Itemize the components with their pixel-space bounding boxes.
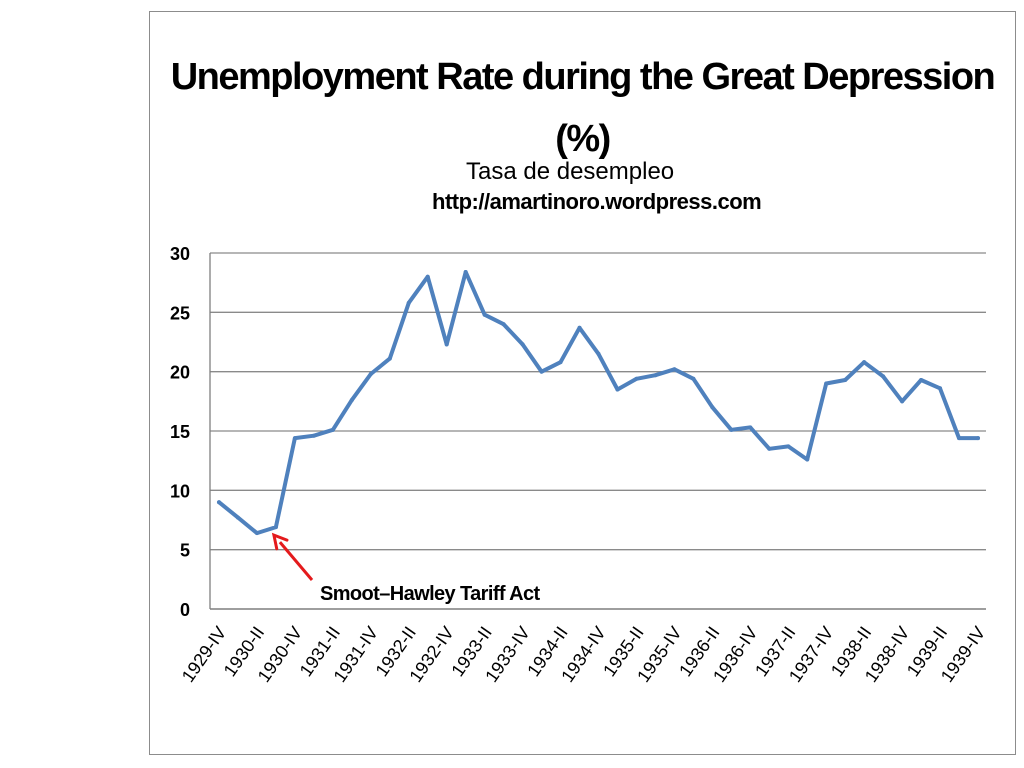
data-point	[254, 531, 259, 536]
data-point	[368, 372, 373, 377]
data-point	[824, 381, 829, 386]
data-point	[577, 325, 582, 330]
data-point	[425, 274, 430, 279]
data-point	[349, 398, 354, 403]
data-point	[596, 351, 601, 356]
data-point	[843, 377, 848, 382]
data-point	[273, 525, 278, 530]
data-point	[387, 356, 392, 361]
y-tick-label: 0	[180, 600, 190, 620]
data-point	[805, 457, 810, 462]
data-point	[729, 427, 734, 432]
data-point	[330, 427, 335, 432]
data-point	[615, 387, 620, 392]
data-point	[748, 425, 753, 430]
y-tick-label: 15	[170, 422, 190, 442]
data-point	[235, 515, 240, 520]
data-point	[217, 500, 221, 505]
data-point	[881, 374, 886, 379]
y-tick-label: 20	[170, 363, 190, 383]
data-point	[406, 300, 411, 305]
data-point	[311, 433, 316, 438]
data-point	[862, 360, 867, 365]
x-tick-label: 1929-IV	[178, 623, 231, 686]
series-line	[217, 270, 980, 536]
data-point	[292, 436, 297, 441]
data-point	[767, 446, 772, 451]
annotation-label: Smoot–Hawley Tariff Act	[320, 583, 541, 605]
data-point	[539, 369, 544, 374]
chart-source: http://amartinoro.wordpress.com	[432, 189, 762, 214]
data-point	[710, 405, 715, 410]
data-point	[672, 367, 677, 372]
data-point	[501, 322, 506, 327]
data-point	[976, 436, 980, 441]
data-point	[634, 376, 639, 381]
annotation-arrow-head	[271, 532, 289, 551]
data-point	[463, 269, 468, 274]
data-point	[919, 377, 924, 382]
y-tick-label: 5	[180, 541, 190, 561]
data-point	[444, 342, 449, 347]
data-point	[558, 360, 563, 365]
data-point	[900, 399, 905, 404]
data-point	[786, 444, 791, 449]
chart-title: Unemployment Rate during the Great Depre…	[170, 56, 996, 160]
chart-subtitle: Tasa de desempleo	[466, 158, 675, 185]
y-tick-label: 30	[170, 244, 190, 264]
data-point	[520, 342, 525, 347]
data-point	[653, 373, 658, 378]
data-point	[957, 436, 962, 441]
annotation-arrow-shaft	[278, 541, 314, 581]
data-point	[938, 386, 943, 391]
y-tick-label: 25	[170, 303, 190, 323]
data-point	[691, 376, 696, 381]
chart-frame	[149, 11, 1016, 755]
data-point	[482, 312, 487, 317]
y-tick-label: 10	[170, 481, 190, 501]
